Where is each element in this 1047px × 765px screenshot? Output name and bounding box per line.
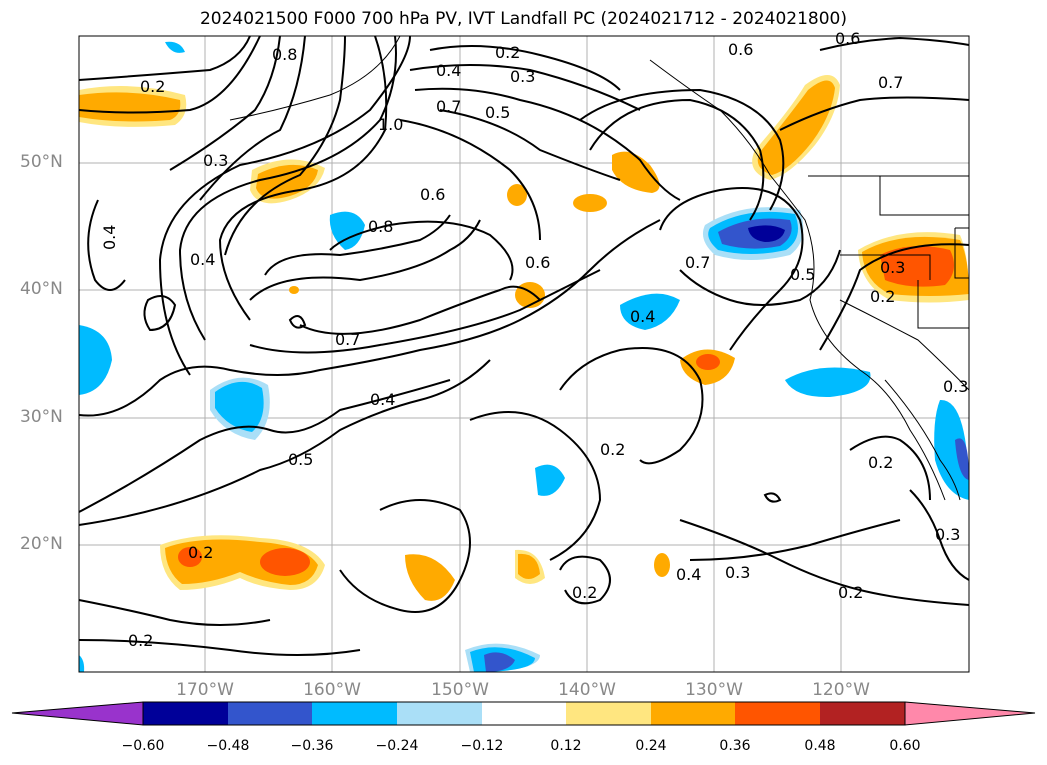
lon-label: 140°W — [558, 680, 616, 700]
contour-label: 0.2 — [838, 583, 863, 602]
contour-label: 0.4 — [100, 225, 119, 250]
colorbar-tick-label: −0.36 — [290, 738, 334, 754]
contour-label: 1.0 — [378, 115, 403, 134]
contour-label: 0.7 — [685, 253, 710, 272]
contour-label: 0.2 — [128, 631, 153, 650]
colorbar-segment — [820, 702, 905, 725]
colorbar-segment — [482, 702, 566, 725]
colorbar — [11, 701, 1036, 726]
contour-label: 0.5 — [288, 450, 313, 469]
contour-label: 0.3 — [510, 67, 535, 86]
contour-label: 0.3 — [725, 563, 750, 582]
colorbar-segment — [651, 702, 735, 725]
colorbar-tick-label: −0.12 — [460, 738, 504, 754]
lon-label: 160°W — [303, 680, 361, 700]
colorbar-segment — [397, 702, 482, 725]
contour-label: 0.3 — [935, 525, 960, 544]
lat-label: 20°N — [20, 534, 63, 554]
contour-label: 0.7 — [335, 330, 360, 349]
contour-label: 0.7 — [436, 97, 461, 116]
filled-contours — [79, 41, 969, 672]
colorbar-segment — [566, 702, 651, 725]
contour-label: 0.4 — [676, 565, 701, 584]
lon-label: 170°W — [176, 680, 234, 700]
contour-lines — [78, 35, 970, 656]
lon-label: 130°W — [685, 680, 743, 700]
colorbar-tick-label: 0.48 — [804, 738, 836, 754]
contour-label: 0.3 — [943, 377, 968, 396]
contour-label: 0.7 — [878, 73, 903, 92]
lat-label: 30°N — [20, 407, 63, 427]
contour-label: 0.6 — [728, 40, 753, 59]
map-title: 2024021500 F000 700 hPa PV, IVT Landfall… — [199, 9, 847, 29]
colorbar-segment — [735, 702, 820, 725]
contour-label: 0.2 — [600, 440, 625, 459]
contour-label: 0.8 — [272, 45, 297, 64]
lat-label: 40°N — [20, 279, 63, 299]
colorbar-tick-label: −0.60 — [121, 738, 165, 754]
colorbar-tick-label: −0.24 — [375, 738, 419, 754]
contour-label: 0.5 — [790, 265, 815, 284]
contour-label: 0.2 — [868, 453, 893, 472]
contour-label: 0.4 — [436, 61, 461, 80]
contour-label: 0.2 — [140, 77, 165, 96]
contour-label: 0.5 — [485, 103, 510, 122]
lat-label: 50°N — [20, 152, 63, 172]
contour-label-group: 0.2 0.3 0.4 0.6 0.8 0.2 0.3 0.5 0.7 0.4 … — [100, 29, 968, 650]
lon-label: 150°W — [431, 680, 489, 700]
contour-label: 0.2 — [870, 287, 895, 306]
contour-label: 0.2 — [188, 543, 213, 562]
contour-label: 0.4 — [370, 390, 395, 409]
colorbar-tick-label: −0.48 — [206, 738, 250, 754]
colorbar-tick-label: 0.60 — [889, 738, 921, 754]
contour-label: 0.3 — [880, 258, 905, 277]
contour-label: 0.6 — [835, 29, 860, 48]
contour-label: 0.8 — [368, 217, 393, 236]
contour-label: 0.3 — [203, 151, 228, 170]
contour-label: 0.2 — [572, 583, 597, 602]
gridlines — [79, 36, 969, 672]
coastlines — [229, 35, 970, 501]
contour-label: 0.6 — [525, 253, 550, 272]
contour-label: 0.2 — [495, 43, 520, 62]
contour-label: 0.6 — [420, 185, 445, 204]
plot-border — [78, 35, 970, 673]
colorbar-segment — [312, 702, 397, 725]
colorbar-tick-label: 0.12 — [550, 738, 582, 754]
colorbar-extend-high — [904, 701, 1036, 726]
lon-label: 120°W — [812, 680, 870, 700]
contour-label: 0.4 — [630, 307, 655, 326]
contour-label: 0.4 — [190, 250, 215, 269]
colorbar-extend-low — [11, 701, 144, 726]
colorbar-tick-label: 0.24 — [635, 738, 667, 754]
colorbar-segment — [143, 702, 228, 725]
colorbar-segment — [228, 702, 312, 725]
colorbar-tick-label: 0.36 — [719, 738, 751, 754]
